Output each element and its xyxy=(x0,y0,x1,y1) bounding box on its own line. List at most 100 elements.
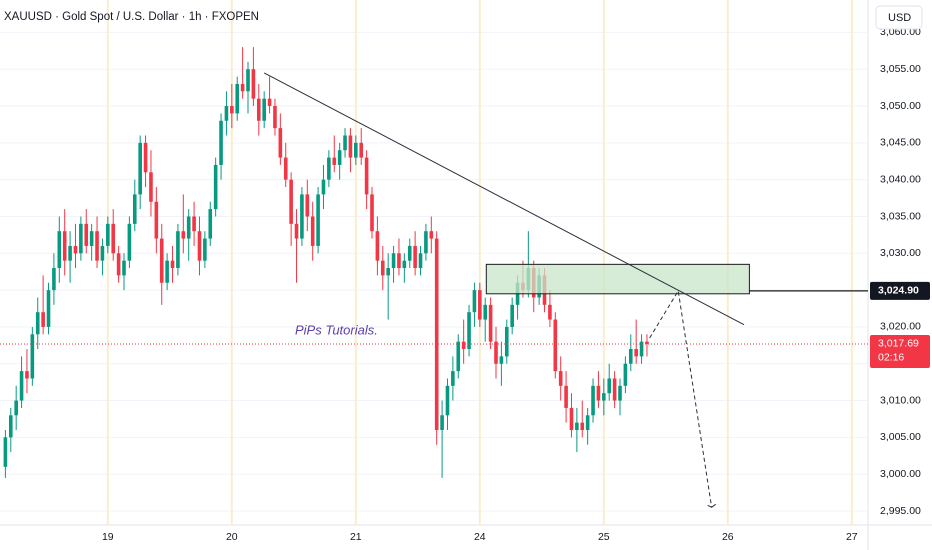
candle-body xyxy=(602,393,606,401)
grid-layer xyxy=(0,0,868,525)
watermark: PiPs Tutorials. xyxy=(295,322,378,337)
candle-body xyxy=(618,385,622,401)
x-tick-label: 26 xyxy=(722,531,734,543)
level-label: 3,024.90 xyxy=(878,285,919,297)
candle-body xyxy=(348,135,353,158)
candle-body xyxy=(445,385,450,416)
candle-body xyxy=(224,106,229,121)
candle-body xyxy=(429,231,434,239)
candle-body xyxy=(332,157,337,165)
candle-body xyxy=(267,98,272,107)
candle-body xyxy=(294,223,299,239)
candle-body xyxy=(181,231,186,239)
candle-body xyxy=(434,238,439,431)
candle-body xyxy=(510,304,514,327)
candle-body xyxy=(386,268,390,276)
candle-body xyxy=(230,106,234,114)
candle-body xyxy=(575,422,579,431)
candle-body xyxy=(645,341,649,344)
x-tick-label: 21 xyxy=(350,531,362,543)
candle-body xyxy=(159,238,164,283)
candle-body xyxy=(440,415,444,431)
currency-label[interactable]: USD xyxy=(888,12,911,24)
candle-body xyxy=(25,371,29,379)
candle-body xyxy=(591,385,595,416)
candle-body xyxy=(623,363,628,386)
candle-body xyxy=(213,164,218,210)
candles-layer xyxy=(3,47,649,478)
y-tick-label: 3,005.00 xyxy=(880,431,921,443)
candle-body xyxy=(100,245,105,261)
price-axis-bg xyxy=(868,0,932,550)
candle-body xyxy=(370,194,374,232)
candle-body xyxy=(327,157,331,180)
candle-body xyxy=(273,106,277,129)
candle-body xyxy=(165,260,169,283)
candle-body xyxy=(122,260,126,276)
candle-body xyxy=(639,341,644,357)
candle-body xyxy=(3,437,8,467)
candle-body xyxy=(95,231,99,261)
candle-body xyxy=(391,253,396,269)
candle-body xyxy=(84,223,89,246)
x-tick-label: 27 xyxy=(846,531,858,543)
countdown: 02:16 xyxy=(878,352,904,364)
candle-body xyxy=(89,231,94,246)
candle-body xyxy=(418,253,423,269)
candle-body xyxy=(143,142,148,173)
candle-body xyxy=(548,304,552,320)
candle-body xyxy=(106,223,110,246)
candle-body xyxy=(402,260,407,269)
candle-body xyxy=(300,194,304,239)
candle-body xyxy=(310,216,315,246)
currency-button[interactable] xyxy=(875,5,923,30)
candle-body xyxy=(596,385,601,401)
zone xyxy=(485,263,750,295)
candle-body xyxy=(197,231,202,261)
candle-body xyxy=(79,223,83,254)
y-tick-label: 3,010.00 xyxy=(880,394,921,406)
y-tick-label: 3,000.00 xyxy=(880,468,921,480)
candle-body xyxy=(580,422,585,431)
candle-body xyxy=(41,312,45,327)
projection-arrow xyxy=(707,503,716,508)
last-price-label: 3,017.69 xyxy=(878,338,919,350)
candle-body xyxy=(57,231,62,269)
candle-body xyxy=(413,245,417,269)
candle-body xyxy=(569,407,574,431)
candle-body xyxy=(116,253,121,276)
projection-path xyxy=(649,289,713,508)
candle-body xyxy=(354,142,358,158)
last-price-badge xyxy=(870,334,930,368)
candle-body xyxy=(337,150,342,165)
trendline xyxy=(263,72,745,326)
candle-body xyxy=(564,385,568,408)
candle-body xyxy=(553,319,558,372)
candle-body xyxy=(397,253,401,269)
candle-body xyxy=(186,216,191,239)
candle-body xyxy=(170,260,175,269)
candle-body xyxy=(219,120,223,165)
candle-body xyxy=(375,231,380,261)
y-tick-label: 3,030.00 xyxy=(880,247,921,259)
candle-body xyxy=(111,223,116,254)
candle-body xyxy=(208,209,213,239)
candle-body xyxy=(456,341,461,372)
candle-body xyxy=(634,349,638,357)
candle-body xyxy=(316,194,320,246)
candle-body xyxy=(585,415,590,431)
x-tick-label: 25 xyxy=(598,531,610,543)
candle-body xyxy=(138,142,142,195)
candle-body xyxy=(278,128,283,158)
y-tick-label: 2,995.00 xyxy=(880,505,921,517)
candle-body xyxy=(68,245,72,261)
y-tick-label: 3,035.00 xyxy=(880,210,921,222)
candle-body xyxy=(359,142,364,158)
x-tick-label: 20 xyxy=(226,531,238,543)
candle-body xyxy=(251,69,256,99)
candle-body xyxy=(483,304,488,320)
candle-body xyxy=(451,371,455,386)
candle-body xyxy=(499,356,504,364)
candle-body xyxy=(472,290,477,313)
x-tick-label: 24 xyxy=(474,531,486,543)
